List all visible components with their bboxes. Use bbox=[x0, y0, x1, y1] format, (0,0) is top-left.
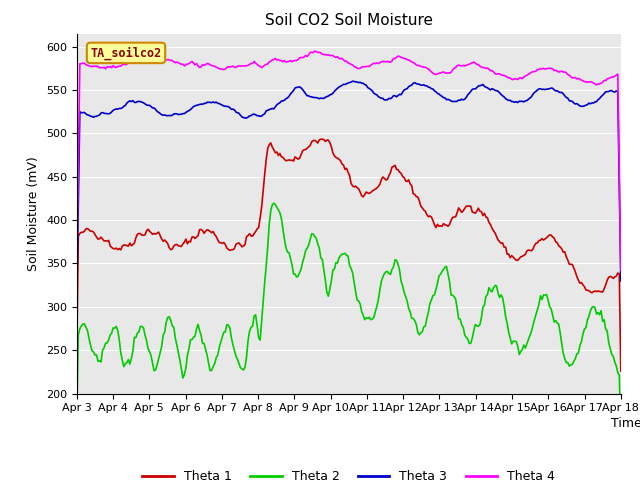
Text: TA_soilco2: TA_soilco2 bbox=[90, 46, 162, 60]
Title: Soil CO2 Soil Moisture: Soil CO2 Soil Moisture bbox=[265, 13, 433, 28]
Legend: Theta 1, Theta 2, Theta 3, Theta 4: Theta 1, Theta 2, Theta 3, Theta 4 bbox=[138, 465, 560, 480]
X-axis label: Time: Time bbox=[611, 417, 640, 430]
Y-axis label: Soil Moisture (mV): Soil Moisture (mV) bbox=[28, 156, 40, 271]
